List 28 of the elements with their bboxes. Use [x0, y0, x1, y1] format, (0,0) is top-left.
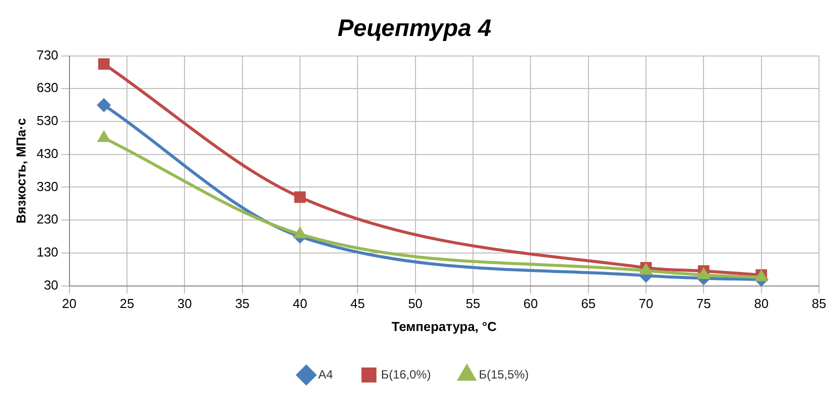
x-tick-label: 45 — [350, 296, 365, 312]
chart-title: Рецептура 4 — [338, 15, 492, 42]
y-tick-label: 230 — [36, 212, 58, 227]
x-tick-label: 60 — [523, 296, 538, 312]
y-tick-label: 330 — [36, 178, 58, 194]
x-tick-label: 85 — [812, 296, 826, 312]
y-tick-label: 730 — [36, 47, 58, 62]
x-axis-title: Температура, °C — [392, 318, 498, 334]
y-tick-label: 130 — [36, 244, 58, 260]
x-tick-label: 20 — [62, 296, 77, 312]
y-tick-label: 530 — [36, 113, 58, 128]
x-tick-label: 40 — [292, 296, 308, 312]
legend-label: Б(15,5%) — [478, 367, 529, 382]
x-tick-label: 35 — [235, 296, 250, 312]
x-tick-label: 70 — [638, 296, 654, 312]
legend-label: А4 — [318, 367, 334, 382]
x-tick-label: 65 — [581, 296, 596, 312]
x-tick-label: 25 — [120, 296, 134, 312]
y-tick-label: 430 — [36, 146, 58, 161]
y-tick-label: 30 — [44, 277, 58, 292]
x-tick-label: 30 — [177, 296, 192, 312]
x-tick-label: 55 — [466, 296, 480, 312]
x-tick-label: 75 — [696, 296, 711, 312]
y-axis-title: Вязкость, МПа·с — [13, 118, 28, 224]
x-tick-label: 80 — [754, 296, 769, 312]
x-tick-label: 50 — [408, 296, 423, 312]
y-tick-label: 630 — [36, 80, 58, 96]
legend-label: Б(16,0%) — [380, 367, 431, 382]
